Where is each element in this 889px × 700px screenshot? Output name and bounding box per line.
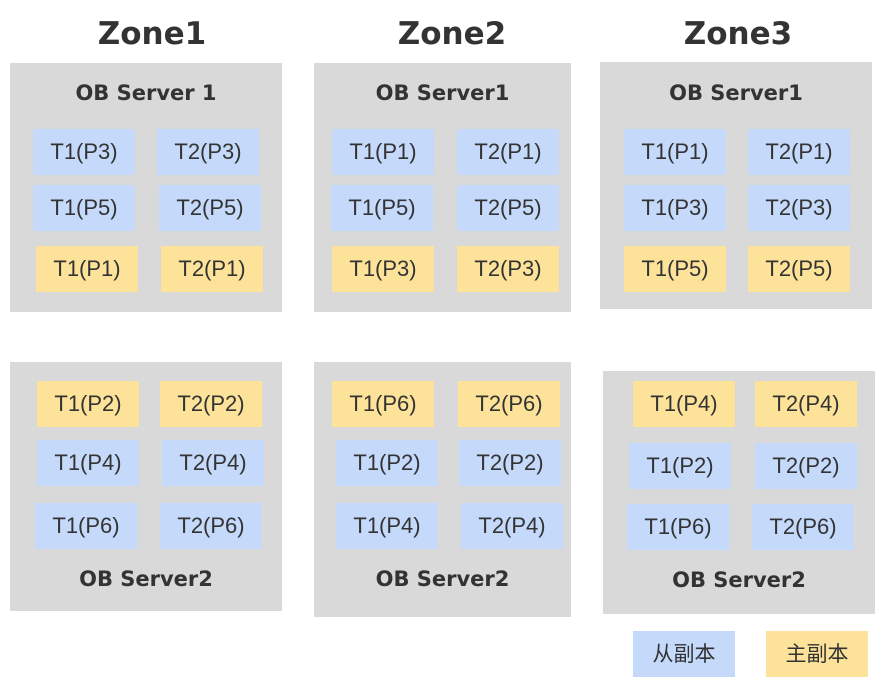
partition-replica: T1(P6): [35, 503, 137, 549]
partition-replica: T1(P1): [332, 129, 434, 175]
ob-server-box: OB Server 1 T1(P3) T2(P3) T1(P5) T2(P5) …: [10, 63, 282, 312]
partition-replica: T2(P4): [162, 440, 264, 486]
partition-replica: T2(P5): [159, 185, 261, 231]
zone-title: Zone2: [397, 16, 507, 52]
partition-replica: T1(P5): [331, 185, 433, 231]
partition-replica: T1(P1): [36, 246, 138, 292]
server-name: OB Server2: [79, 567, 213, 591]
zone-title: Zone3: [683, 16, 793, 52]
partition-replica: T2(P3): [157, 129, 259, 175]
partition-replica: T1(P5): [33, 185, 135, 231]
partition-replica: T2(P2): [160, 381, 262, 427]
partition-replica: T2(P3): [748, 185, 850, 231]
partition-replica: T1(P3): [332, 246, 434, 292]
partition-replica: T1(P3): [33, 129, 135, 175]
partition-replica: T2(P6): [752, 504, 854, 550]
partition-replica: T1(P2): [336, 440, 438, 486]
server-name: OB Server 1: [75, 81, 217, 105]
server-name: OB Server2: [375, 567, 510, 591]
ob-server-box: T1(P6) T2(P6) T1(P2) T2(P2) T1(P4) T2(P4…: [314, 362, 571, 617]
partition-replica: T2(P4): [461, 503, 563, 549]
partition-replica: T1(P5): [624, 246, 726, 292]
partition-replica: T2(P1): [457, 129, 559, 175]
partition-replica: T1(P1): [624, 129, 726, 175]
partition-replica: T2(P1): [161, 246, 263, 292]
partition-replica: T2(P5): [457, 185, 559, 231]
server-name: OB Server1: [375, 81, 510, 105]
partition-replica: T1(P6): [627, 504, 729, 550]
legend-follower-replica: 从副本: [633, 631, 735, 677]
ob-server-box: OB Server1 T1(P1) T2(P1) T1(P5) T2(P5) T…: [314, 63, 571, 312]
ob-server-box: T1(P4) T2(P4) T1(P2) T2(P2) T1(P6) T2(P6…: [603, 371, 875, 614]
partition-replica: T1(P6): [332, 381, 434, 427]
zone-title: Zone1: [97, 16, 207, 52]
partition-replica: T2(P2): [755, 443, 857, 489]
partition-replica: T2(P5): [748, 246, 850, 292]
partition-replica: T2(P2): [459, 440, 561, 486]
ob-server-box: T1(P2) T2(P2) T1(P4) T2(P4) T1(P6) T2(P6…: [10, 362, 282, 611]
partition-replica: T1(P3): [624, 185, 726, 231]
partition-replica: T2(P4): [755, 381, 857, 427]
ob-server-box: OB Server1 T1(P1) T2(P1) T1(P3) T2(P3) T…: [600, 62, 872, 309]
partition-replica: T1(P2): [629, 443, 731, 489]
server-name: OB Server2: [672, 568, 806, 592]
server-name: OB Server1: [669, 81, 803, 105]
partition-replica: T1(P4): [633, 381, 735, 427]
partition-replica: T2(P3): [457, 246, 559, 292]
partition-replica: T2(P1): [748, 129, 850, 175]
partition-replica: T2(P6): [458, 381, 560, 427]
partition-replica: T2(P6): [160, 503, 262, 549]
partition-replica: T1(P4): [336, 503, 438, 549]
partition-replica: T1(P2): [37, 381, 139, 427]
legend-leader-replica: 主副本: [766, 631, 868, 677]
partition-replica: T1(P4): [37, 440, 139, 486]
